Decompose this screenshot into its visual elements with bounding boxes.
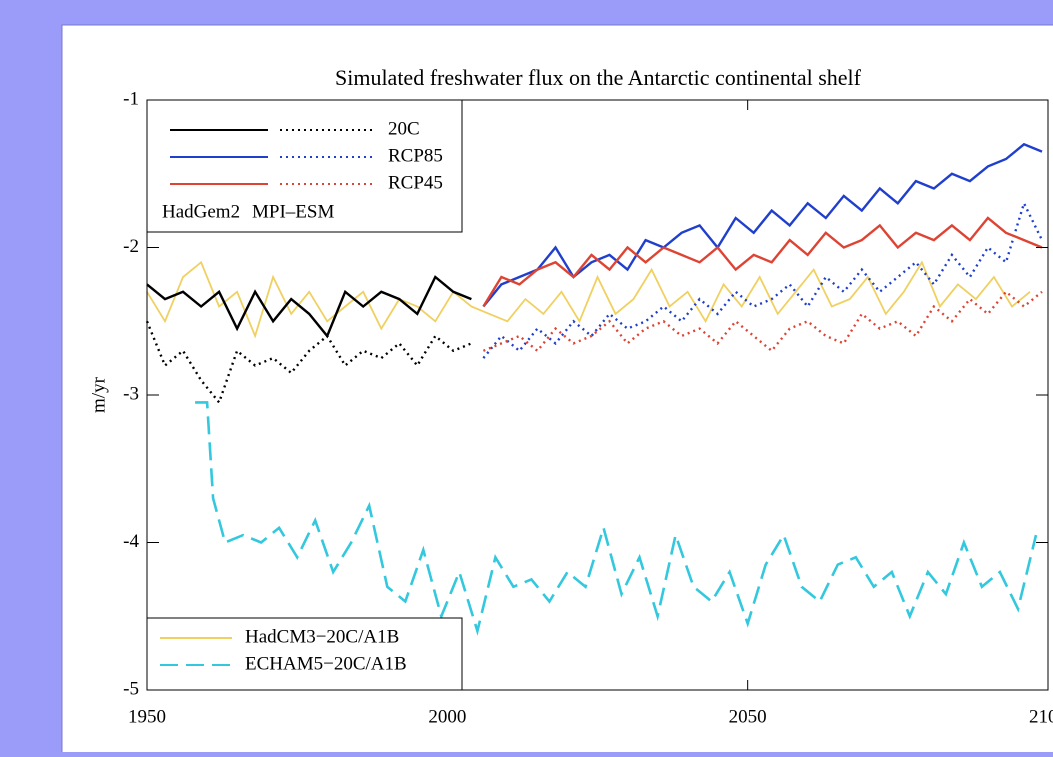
x-tick-label: 2000: [428, 706, 466, 727]
legend-model-label: HadGem2: [162, 201, 240, 222]
legend-label: ECHAM5−20C/A1B: [245, 653, 407, 674]
data-line: [146, 275, 472, 339]
data-line: [146, 260, 1031, 339]
x-tick-label: 2050: [729, 706, 767, 727]
y-tick-label: -1: [123, 88, 139, 109]
chart-title: Simulated freshwater flux on the Antarct…: [335, 65, 862, 90]
data-line: [195, 401, 1038, 636]
data-line: [482, 200, 1044, 359]
legend-box: [146, 617, 463, 691]
x-tick-label: 1950: [128, 706, 166, 727]
legend-box: [146, 99, 463, 233]
legend-label: HadCM3−20C/A1B: [245, 626, 399, 647]
legend-model-label: MPI–ESM: [252, 201, 334, 222]
y-axis-label: m/yr: [88, 376, 109, 413]
y-tick-label: -3: [123, 383, 139, 404]
data-line: [482, 216, 1043, 308]
data-line: [145, 320, 472, 405]
x-tick-label: 2100: [1029, 706, 1053, 727]
legend-label: 20C: [388, 118, 420, 139]
y-tick-label: -5: [123, 678, 139, 699]
y-tick-label: -4: [123, 531, 139, 552]
legend-label: RCP85: [388, 145, 443, 166]
y-tick-label: -2: [123, 236, 139, 257]
legend-label: RCP45: [388, 172, 443, 193]
